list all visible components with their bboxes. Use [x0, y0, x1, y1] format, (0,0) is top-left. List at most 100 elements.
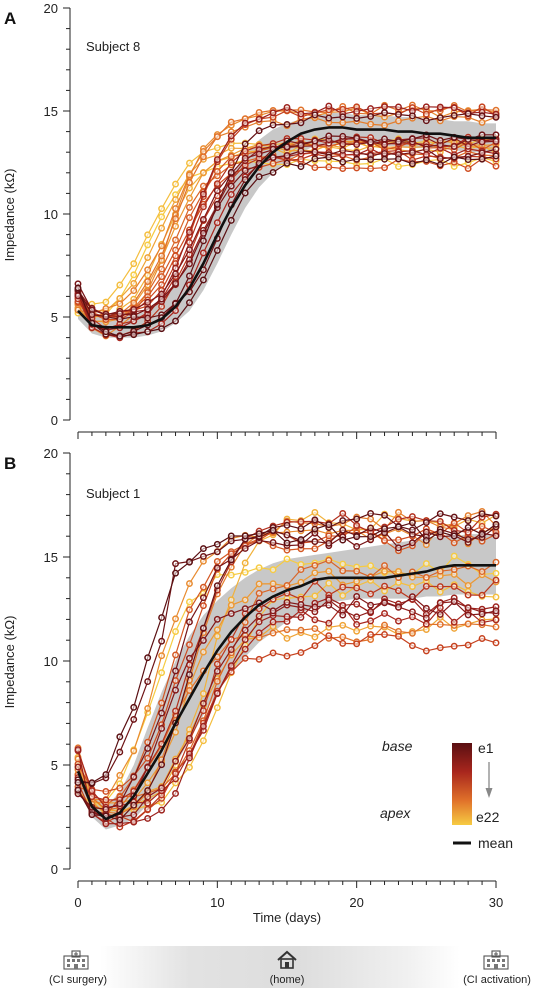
electrode-point: [241, 140, 249, 148]
electrode-point: [367, 631, 375, 638]
electrode-point: [367, 112, 375, 120]
electrode-point: [241, 532, 249, 540]
electrode-point: [144, 793, 152, 801]
electrode-point: [492, 623, 500, 631]
electrode-point: [144, 654, 152, 662]
electrode-point: [227, 571, 235, 579]
electrode-point: [381, 109, 388, 117]
electrode-point: [436, 599, 444, 607]
electrode-point: [450, 582, 458, 590]
electrode-point: [255, 150, 263, 158]
electrode-point: [255, 530, 263, 538]
electrode-point: [381, 103, 388, 111]
electrode-point: [339, 536, 347, 544]
electrode-point: [116, 315, 124, 323]
electrode-point: [227, 159, 235, 167]
electrode-point: [186, 260, 193, 268]
electrode-point: [408, 539, 416, 547]
electrode-point: [116, 784, 124, 792]
electrode-point: [367, 156, 375, 163]
electrode-point: [241, 568, 249, 576]
electrode-point: [464, 535, 472, 543]
electrode-point: [116, 816, 124, 824]
electrode-point: [381, 511, 388, 519]
electrode-point: [213, 156, 221, 164]
electrode-point: [450, 513, 458, 521]
electrode-point: [297, 626, 305, 634]
electrode-series-e4: [74, 145, 500, 319]
electrode-point: [395, 603, 402, 611]
electrode-point: [172, 651, 179, 659]
electrode-point: [186, 763, 193, 771]
electrode-point: [353, 155, 361, 163]
electrode-point: [283, 159, 291, 167]
electrode-point: [436, 161, 444, 169]
electrode-point: [297, 141, 305, 149]
electrode-point: [325, 539, 333, 547]
electrode-point: [353, 164, 361, 172]
electrode-point: [325, 102, 333, 110]
electrode-point: [269, 629, 277, 637]
electrode-point: [450, 552, 458, 560]
electrode-point: [297, 613, 305, 621]
legend-apex-label: apex: [380, 805, 411, 821]
electrode-point: [213, 564, 221, 572]
electrode-point: [339, 113, 347, 121]
electrode-point: [297, 595, 305, 603]
electrode-point: [158, 252, 166, 260]
electrode-point: [186, 580, 193, 588]
electrode-point: [172, 790, 179, 797]
electrode-point: [74, 284, 82, 292]
electrode-line: [77, 155, 497, 337]
electrode-point: [74, 746, 82, 754]
electrode-point: [367, 145, 375, 153]
electrode-point: [422, 620, 430, 628]
electrode-point: [213, 187, 221, 195]
electrode-point: [186, 214, 193, 222]
electrode-point: [478, 522, 486, 530]
electrode-point: [255, 173, 263, 181]
electrode-point: [102, 805, 110, 813]
electrode-point: [436, 510, 444, 518]
electrode-point: [269, 121, 277, 129]
electrode-point: [144, 799, 152, 807]
electrode-point: [339, 621, 347, 629]
electrode-point: [381, 599, 388, 607]
electrode-point: [102, 328, 110, 336]
electrode-point: [283, 555, 291, 563]
electrode-point: [367, 515, 375, 523]
legend-e22-label: e22: [476, 809, 500, 825]
electrode-point: [297, 110, 305, 118]
electrode-point: [478, 635, 486, 642]
electrode-point: [408, 642, 416, 650]
electrode-point: [297, 649, 305, 657]
electrode-point: [227, 216, 235, 224]
electrode-point: [367, 120, 375, 128]
electrode-point: [172, 757, 179, 765]
electrode-series-e10: [74, 147, 500, 340]
electrode-point: [464, 641, 472, 649]
electrode-point: [478, 112, 486, 120]
electrode-point: [408, 513, 416, 520]
electrode-point: [478, 155, 486, 163]
electrode-point: [408, 112, 416, 120]
x-axis-title: Time (days): [253, 910, 321, 925]
electrode-point: [102, 796, 110, 804]
electrode-point: [297, 163, 305, 171]
electrode-point: [186, 171, 193, 179]
electrode-point: [199, 169, 207, 177]
electrode-point: [367, 509, 375, 517]
electrode-point: [478, 530, 486, 538]
electrode-point: [116, 733, 124, 741]
electrode-point: [436, 155, 444, 163]
electrode-point: [492, 145, 500, 153]
electrode-point: [381, 155, 388, 163]
electrode-point: [381, 621, 388, 629]
electrode-point: [311, 111, 319, 119]
electrode-point: [227, 596, 235, 604]
panel-b-letter: B: [4, 454, 16, 473]
electrode-point: [283, 152, 291, 159]
electrode-point: [130, 801, 138, 809]
electrode-point: [311, 516, 319, 524]
electrode-point: [395, 632, 402, 640]
